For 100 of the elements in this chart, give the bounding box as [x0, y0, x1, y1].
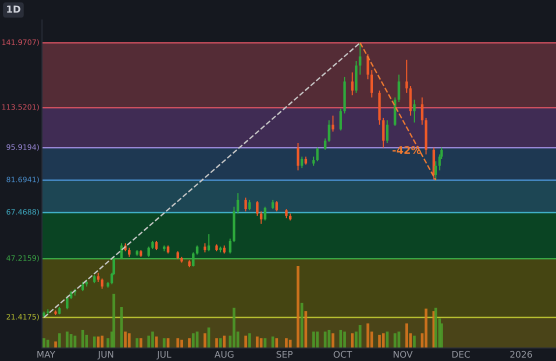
bar	[248, 333, 251, 348]
candlestick	[370, 70, 373, 98]
candlestick	[296, 142, 300, 171]
bar	[328, 330, 330, 348]
candlestick	[236, 192, 240, 214]
candlestick	[260, 210, 262, 224]
candlestick	[256, 200, 259, 216]
bar	[398, 332, 400, 348]
bar	[54, 341, 57, 348]
candlestick	[324, 138, 326, 150]
bar	[192, 333, 195, 348]
x-tick-label: NOV	[394, 350, 413, 358]
annotation: -42%	[392, 146, 421, 154]
bar	[264, 338, 266, 348]
bar	[424, 308, 428, 348]
bar	[324, 332, 327, 348]
bar	[378, 334, 381, 348]
bar	[222, 336, 226, 348]
candlestick	[316, 147, 319, 162]
bar	[219, 338, 222, 348]
candlestick	[382, 117, 385, 148]
bar	[166, 338, 170, 348]
candlestick	[208, 234, 210, 252]
bar	[155, 336, 158, 348]
bar	[413, 336, 416, 348]
candlestick	[398, 74, 400, 103]
bar	[100, 336, 104, 348]
x-tick-label: MAY	[37, 351, 56, 358]
bar	[434, 308, 438, 348]
candlestick	[272, 199, 274, 210]
bar	[386, 332, 389, 348]
candlestick	[81, 281, 84, 292]
x-tick-label: OCT	[334, 350, 352, 358]
bar	[358, 325, 362, 348]
x-tick-label: DEC	[452, 350, 470, 358]
candlestick	[285, 208, 288, 219]
candlestick	[275, 200, 278, 212]
candlestick	[312, 156, 315, 166]
bar	[312, 332, 315, 348]
bar	[140, 338, 142, 348]
candlestick	[155, 240, 158, 251]
text: 1D	[7, 6, 20, 13]
bar	[285, 338, 288, 348]
candlestick	[66, 295, 68, 310]
bar	[112, 294, 116, 348]
bar	[215, 338, 218, 348]
bar	[204, 333, 206, 348]
bar	[382, 333, 385, 348]
x-tick-label: AUG	[214, 350, 234, 358]
candlestick	[339, 108, 342, 132]
bar	[120, 307, 123, 348]
bar	[151, 332, 154, 348]
candlestick	[434, 160, 438, 181]
x-tick-label: SEP	[276, 350, 293, 358]
bar	[232, 308, 236, 348]
bar	[58, 333, 61, 348]
bar	[394, 333, 396, 348]
candlestick	[409, 86, 412, 116]
candlestick	[204, 242, 206, 253]
candlestick	[332, 115, 334, 132]
bar	[74, 336, 76, 348]
candlestick	[366, 54, 370, 80]
x-tick-label: JUL	[156, 351, 172, 360]
bar	[366, 323, 370, 348]
bar	[147, 336, 150, 348]
candlestick	[196, 244, 198, 256]
candlestick	[386, 120, 389, 144]
bar	[136, 338, 138, 348]
bar	[188, 338, 191, 348]
candlestick	[244, 197, 247, 212]
candlestick	[351, 72, 354, 96]
candlestick	[405, 59, 408, 94]
candlestick	[128, 247, 131, 258]
bar	[350, 333, 354, 348]
bar	[66, 332, 69, 348]
bar	[316, 332, 319, 348]
candlestick	[264, 206, 266, 221]
bar	[304, 311, 308, 348]
x-tick-label: 2026	[510, 350, 532, 358]
bar	[300, 302, 304, 348]
candlestick	[228, 238, 232, 254]
bar	[42, 338, 46, 348]
bar	[128, 333, 131, 348]
candlestick	[100, 278, 104, 290]
candlestick	[300, 156, 304, 169]
candlestick	[413, 99, 416, 124]
x-tick-label: JUN	[98, 351, 114, 360]
candlestick	[96, 272, 100, 282]
bar	[124, 332, 127, 348]
bar	[296, 266, 300, 348]
candlestick	[248, 199, 251, 211]
candlestick	[420, 96, 424, 126]
candlestick	[358, 42, 362, 76]
bar	[207, 328, 210, 348]
bar	[196, 332, 199, 348]
bar	[343, 332, 346, 348]
candlestick	[328, 120, 330, 142]
bar	[244, 336, 248, 348]
bar	[332, 333, 334, 348]
bar	[70, 334, 72, 348]
